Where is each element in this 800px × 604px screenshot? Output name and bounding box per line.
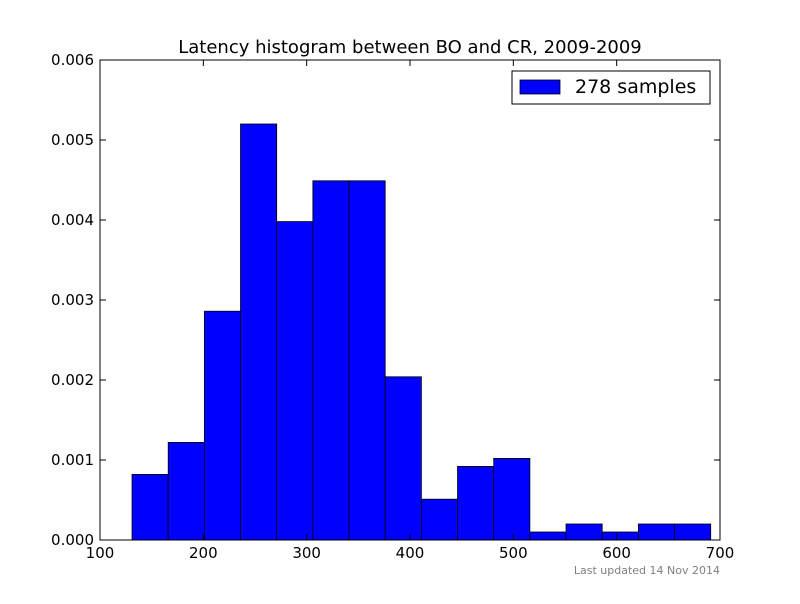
histogram-bar-15 [637, 523, 675, 541]
x-tick-label: 300 [292, 544, 321, 562]
histogram-bar-11 [493, 457, 531, 541]
histogram-bar-7 [348, 180, 386, 541]
x-tick-label: 500 [499, 544, 528, 562]
x-tick-label: 700 [706, 544, 735, 562]
x-tick-label: 200 [189, 544, 218, 562]
histogram-bar-6 [312, 180, 350, 541]
legend-swatch [519, 79, 561, 95]
histogram-bar-12 [529, 531, 567, 541]
legend-label: 278 samples [575, 76, 696, 98]
histogram-bar-16 [674, 523, 712, 541]
y-tick-label: 0.001 [51, 451, 94, 469]
histogram-bar-1 [131, 473, 169, 541]
x-tick-label: 600 [602, 544, 631, 562]
histogram-bar-8 [384, 376, 422, 541]
bars-layer [131, 123, 712, 541]
histogram-bar-2 [167, 441, 205, 541]
y-tick-label: 0.006 [51, 51, 94, 69]
y-tick-label: 0.000 [51, 531, 94, 549]
x-tick-label: 100 [86, 544, 115, 562]
histogram-bar-9 [420, 498, 458, 541]
histogram-bar-10 [457, 465, 495, 541]
ticks-layer: 100 200 300 400 500 600 700 0.000 0.001 0.002 0.00… [51, 51, 734, 562]
y-tick-label: 0.004 [51, 211, 94, 229]
histogram-bar-13 [565, 523, 603, 541]
last-updated-note: Last updated 14 Nov 2014 [574, 564, 720, 577]
y-tick-label: 0.003 [51, 291, 94, 309]
plot-frame [99, 59, 721, 541]
histogram-bar-4 [240, 123, 278, 541]
histogram-bar-14 [601, 531, 639, 541]
legend: 278 samples [511, 70, 711, 105]
y-tick-label: 0.002 [51, 371, 94, 389]
histogram-bar-5 [276, 221, 314, 541]
chart-title: Latency histogram between BO and CR, 200… [178, 37, 642, 58]
y-tick-label: 0.005 [51, 131, 94, 149]
histogram-bar-3 [203, 310, 241, 541]
x-tick-label: 400 [396, 544, 425, 562]
